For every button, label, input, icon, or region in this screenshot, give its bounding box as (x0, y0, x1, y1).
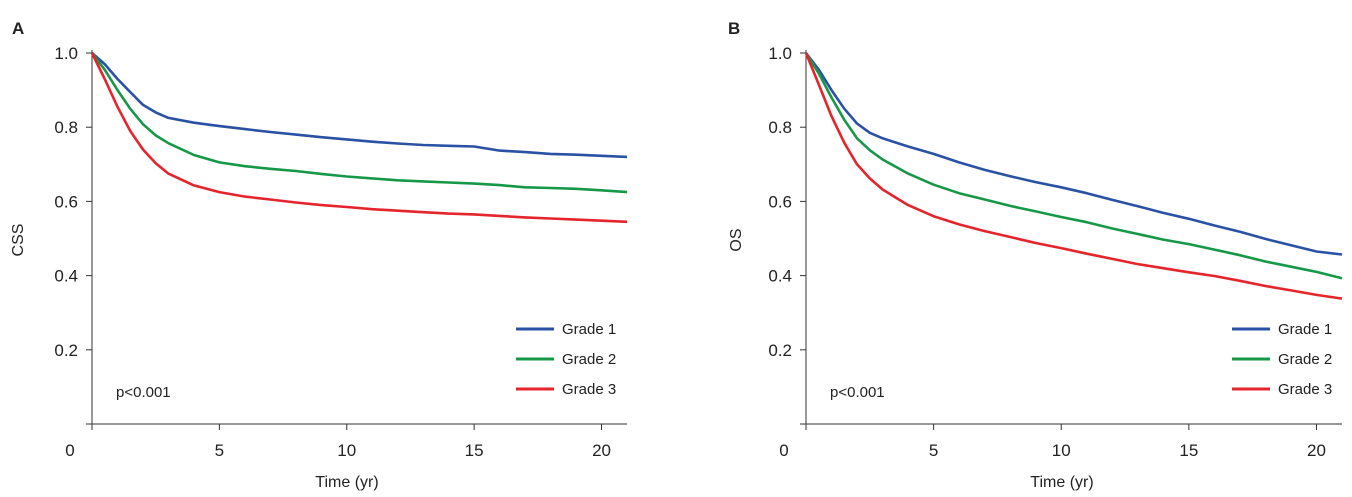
series-line (804, 52, 1343, 300)
legend-label: Grade 2 (562, 351, 616, 368)
series-line (90, 52, 628, 224)
y-tick-label: 0.2 (768, 341, 792, 360)
panel-letter: B (728, 19, 740, 38)
y-tick-label: 0.8 (768, 118, 792, 137)
panel-b: B OS Time (yr) p<0.001 0.2 0.4 0.6 0.8 1.0 0 5… (728, 19, 1343, 491)
y-tick-label: 0.6 (54, 192, 78, 211)
legend-label: Grade 3 (562, 381, 616, 398)
x-tick-label: 5 (215, 441, 224, 460)
y-tick-label: 0.4 (768, 267, 792, 286)
x-tick-label: 0 (779, 441, 788, 460)
x-tick-label: 20 (1307, 441, 1326, 460)
x-axis-label: Time (yr) (315, 474, 378, 491)
panel-letter: A (12, 19, 24, 38)
x-tick-label: 10 (337, 441, 356, 460)
legend-label: Grade 3 (1278, 381, 1332, 398)
x-tick-label: 0 (65, 441, 74, 460)
y-axis-label: OS (728, 228, 745, 251)
p-value-annotation: p<0.001 (830, 384, 885, 401)
y-tick-label: 0.8 (54, 118, 78, 137)
y-tick-label: 1.0 (768, 44, 792, 63)
legend-label: Grade 2 (1278, 351, 1332, 368)
y-tick-label: 1.0 (54, 44, 78, 63)
x-tick-label: 10 (1052, 441, 1071, 460)
panel-a: A CSS Time (yr) p<0.001 0.2 0.4 0.6 0.8 1.0 0… (10, 19, 628, 491)
y-tick-label: 0.2 (54, 341, 78, 360)
p-value-annotation: p<0.001 (116, 384, 171, 401)
series-line (90, 52, 628, 194)
series-line (804, 52, 1343, 256)
y-tick-label: 0.4 (54, 267, 78, 286)
y-axis-label: CSS (10, 224, 27, 257)
legend-label: Grade 1 (562, 321, 616, 338)
x-axis-label: Time (yr) (1030, 474, 1093, 491)
x-tick-label: 15 (465, 441, 484, 460)
series-line (804, 52, 1343, 280)
x-tick-label: 15 (1179, 441, 1198, 460)
y-tick-label: 0.6 (768, 192, 792, 211)
x-tick-label: 20 (592, 441, 611, 460)
series-line (91, 52, 628, 159)
x-tick-label: 5 (929, 441, 938, 460)
legend-label: Grade 1 (1278, 321, 1332, 338)
